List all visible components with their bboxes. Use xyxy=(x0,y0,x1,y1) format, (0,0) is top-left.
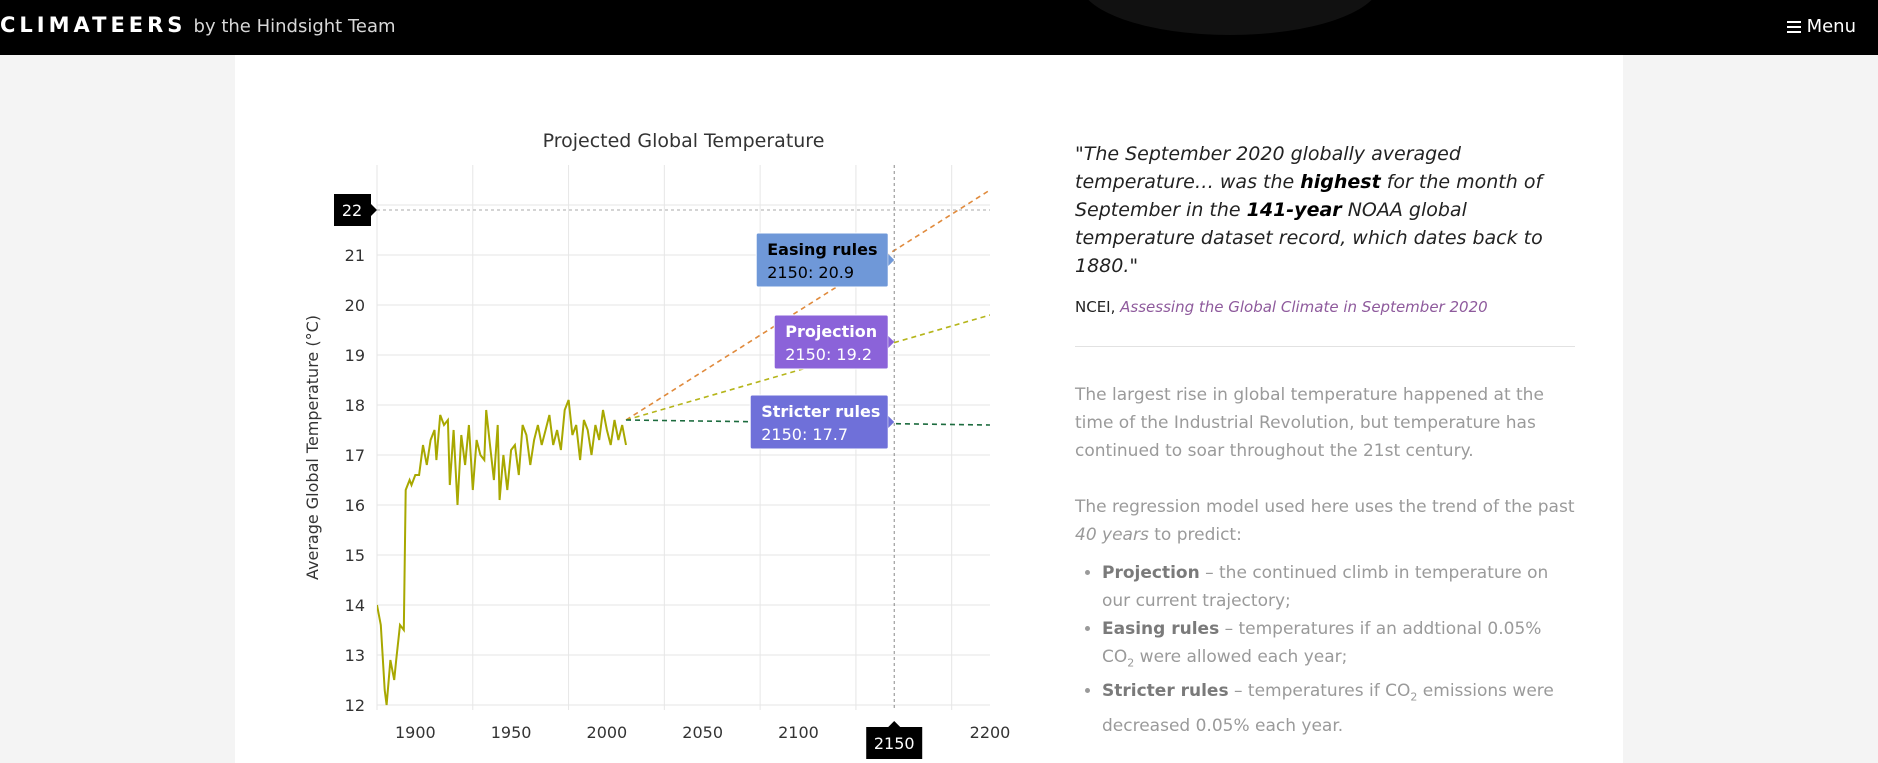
temperature-chart[interactable]: 12 13 14 15 16 17 18 19 20 21 22 1900 1950 2000 2050 21… xyxy=(235,55,1015,763)
hamburger-icon xyxy=(1786,21,1801,33)
tooltip-value: 2150: 19.2 xyxy=(785,345,872,364)
crosshair-y-label-text: 22 xyxy=(342,201,362,220)
x-tick-label: 1900 xyxy=(395,723,436,742)
y-tick-label: 21 xyxy=(345,246,365,265)
y-axis-label: Average Global Temperature (°C) xyxy=(303,315,322,580)
y-tick-label: 12 xyxy=(345,696,365,715)
tooltip-easing: Easing rules 2150: 20.9 xyxy=(755,232,895,288)
crosshair-x-label-box xyxy=(866,727,923,759)
x-tick-label: 1950 xyxy=(491,723,532,742)
x-tick-label: 2200 xyxy=(970,723,1011,742)
series-line-historical xyxy=(377,399,627,706)
quote-citation: NCEI, Assessing the Global Climate in Se… xyxy=(1075,298,1575,316)
site-byline: by the Hindsight Team xyxy=(193,16,396,37)
y-tick-label: 17 xyxy=(345,446,365,465)
list-item-projection: Projection – the continued climb in temp… xyxy=(1102,559,1575,615)
x-tick-label: 2050 xyxy=(682,723,723,742)
tooltip-stricter: Stricter rules 2150: 17.7 xyxy=(749,394,895,450)
top-navigation-bar: CLIMATEERS by the Hindsight Team Menu xyxy=(0,0,1878,55)
y-tick-label: 20 xyxy=(345,296,365,315)
x-tick-label: 2100 xyxy=(778,723,819,742)
crosshair-y-label: 22 xyxy=(334,194,377,226)
tooltip-series-name: Projection xyxy=(785,322,877,341)
tooltip-arrow xyxy=(888,336,895,348)
citation-source: NCEI, xyxy=(1075,298,1116,316)
intro-paragraph: The largest rise in global temperature h… xyxy=(1075,385,1544,461)
ncei-quote: "The September 2020 globally averaged te… xyxy=(1075,143,1543,277)
menu-label: Menu xyxy=(1806,16,1856,37)
crosshair-x-label-arrow xyxy=(888,721,901,727)
list-item-easing: Easing rules – temperatures if an addtio… xyxy=(1102,615,1575,677)
tooltip-arrow xyxy=(888,254,895,266)
tooltip-value: 2150: 17.7 xyxy=(761,425,848,444)
list-item-stricter: Stricter rules – temperatures if CO2 emi… xyxy=(1102,677,1575,739)
y-tick-label: 15 xyxy=(345,546,365,565)
menu-button[interactable]: Menu xyxy=(1786,16,1856,37)
side-panel: "The September 2020 globally averaged te… xyxy=(1075,140,1575,740)
tooltip-projection: Projection 2150: 19.2 xyxy=(773,314,895,370)
tooltip-series-name: Easing rules xyxy=(767,240,877,259)
model-paragraph: The regression model used here uses the … xyxy=(1075,497,1575,545)
y-tick-label: 19 xyxy=(345,346,365,365)
tooltip-arrow xyxy=(888,416,895,428)
x-tick-label: 2000 xyxy=(587,723,628,742)
crosshair-y-label-box xyxy=(334,194,371,226)
tooltip-series-name: Stricter rules xyxy=(761,402,880,421)
quote-highlight-highest: highest xyxy=(1300,171,1381,193)
citation-link[interactable]: Assessing the Global Climate in Septembe… xyxy=(1120,298,1488,316)
chart-title: Projected Global Temperature xyxy=(543,130,825,152)
content-card: 12 13 14 15 16 17 18 19 20 21 22 1900 1950 2000 2050 21… xyxy=(235,55,1623,763)
y-tick-label: 14 xyxy=(345,596,365,615)
header-decoration xyxy=(1080,0,1380,35)
y-tick-label: 13 xyxy=(345,646,365,665)
crosshair-x-label-text: 2150 xyxy=(874,734,915,753)
series-group xyxy=(377,189,990,706)
quote-highlight-years: 141-year xyxy=(1246,199,1342,221)
y-tick-label: 16 xyxy=(345,496,365,515)
years-emphasis: 40 years xyxy=(1075,525,1149,545)
tooltip-value: 2150: 20.9 xyxy=(767,263,854,282)
brand[interactable]: CLIMATEERS by the Hindsight Team xyxy=(0,13,396,37)
model-list: Projection – the continued climb in temp… xyxy=(1075,559,1575,740)
crosshair-x-label: 2150 xyxy=(866,721,923,759)
site-logo[interactable]: CLIMATEERS xyxy=(0,13,187,37)
crosshair-y-label-arrow xyxy=(371,204,377,216)
section-divider xyxy=(1075,346,1575,347)
y-tick-label: 18 xyxy=(345,396,365,415)
